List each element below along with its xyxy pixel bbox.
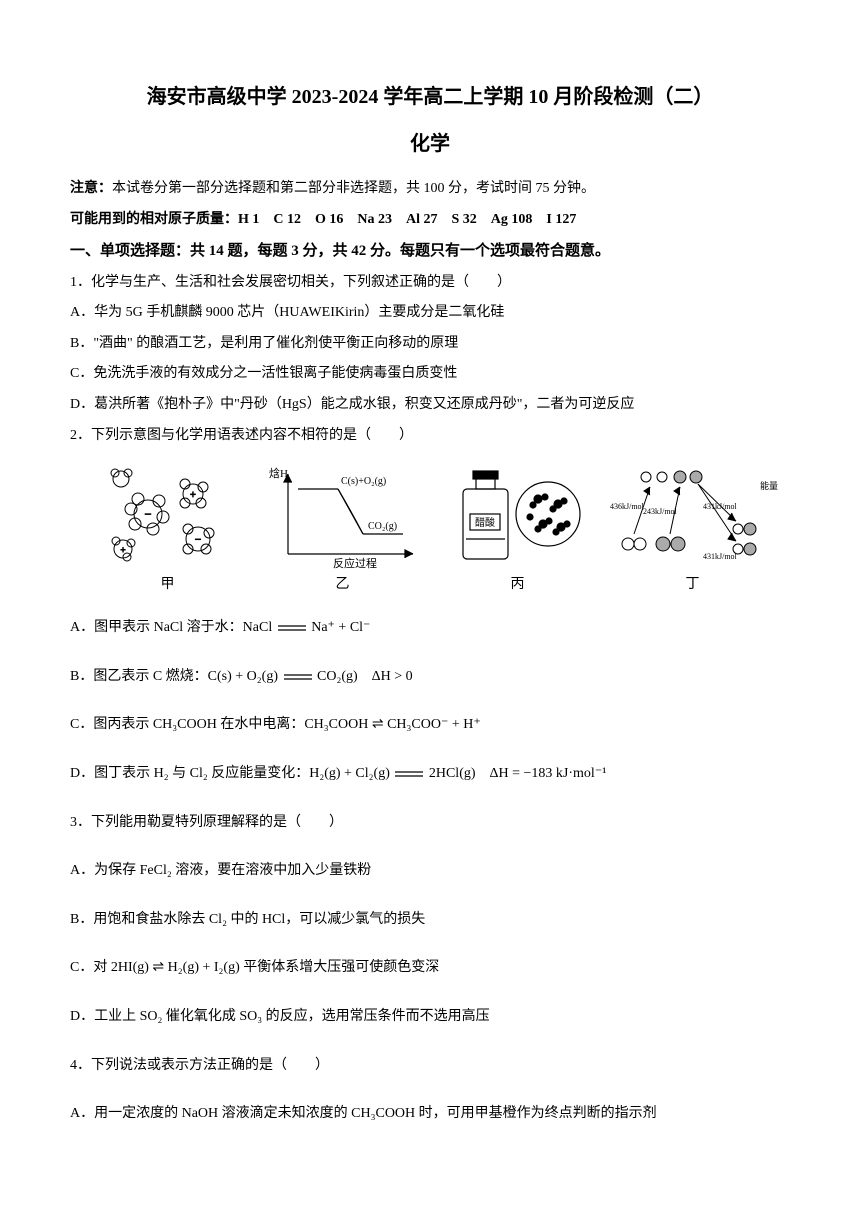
e3-label: 431kJ/mol xyxy=(703,502,738,511)
section-1-header: 一、单项选择题：共 14 题，每题 3 分，共 42 分。每题只有一个选项最符合… xyxy=(70,237,790,266)
exam-subject: 化学 xyxy=(70,127,790,156)
q3-option-a: A．为保存 FeCl₂ 溶液，要在溶液中加入少量铁粉 xyxy=(70,858,790,885)
svg-text:+: + xyxy=(190,490,196,501)
ylabel: 焓H xyxy=(269,466,288,480)
q1-option-d: D．葛洪所著《抱朴子》中"丹砂（HgS）能之成水银，积变又还原成丹砂"，二者为可… xyxy=(70,392,790,419)
q1-stem: 1．化学与生产、生活和社会发展密切相关，下列叙述正确的是（ ） xyxy=(70,270,790,297)
xlabel: 反应过程 xyxy=(333,556,377,569)
q2b-post: CO₂(g) ΔH > 0 xyxy=(317,669,413,684)
q2a-pre: A．图甲表示 NaCl 溶于水：NaCl xyxy=(70,620,272,635)
q1-option-a: A．华为 5G 手机麒麟 9000 芯片（HUAWEIKirin）主要成分是二氧… xyxy=(70,300,790,327)
e1-label: 436kJ/mol xyxy=(610,502,645,511)
q3-stem: 3．下列能用勒夏特列原理解释的是（ ） xyxy=(70,810,790,837)
diagram-ding: 436kJ/mol 243kJ/mol 431kJ/mol 431kJ/mol … xyxy=(605,459,780,593)
notice-line: 注意：本试卷分第一部分选择题和第二部分非选择题，共 100 分，考试时间 75 … xyxy=(70,176,790,203)
q2-option-c: C．图丙表示 CH₃COOH 在水中电离：CH₃COOH ⇌ CH₃COO⁻ +… xyxy=(70,712,790,739)
q2a-post: Na⁺ + Cl⁻ xyxy=(311,620,370,635)
q4-option-a: A．用一定浓度的 NaOH 溶液滴定未知浓度的 CH₃COOH 时，可用甲基橙作… xyxy=(70,1101,790,1128)
q2-option-b: B．图乙表示 C 燃烧：C(s) + O₂(g) CO₂(g) ΔH > 0 xyxy=(70,664,790,691)
notice-label: 注意： xyxy=(70,181,112,196)
diagram-label-b: 乙 xyxy=(336,573,350,593)
svg-text:−: − xyxy=(194,534,200,546)
bottle-label: 醋酸 xyxy=(475,516,495,529)
diagram-label-a: 甲 xyxy=(161,573,175,593)
bottom-species: CO₂(g) xyxy=(368,521,397,532)
acetic-bottle-icon: 醋酸 xyxy=(448,459,588,569)
atomic-mass-line: 可能用到的相对原子质量：H 1 C 12 O 16 Na 23 Al 27 S … xyxy=(70,207,790,234)
q1-option-c: C．免洗洗手液的有效成分之一活性银离子能使病毒蛋白质变性 xyxy=(70,361,790,388)
diagram-bing: 醋酸 丙 xyxy=(430,459,605,593)
e2-label: 243kJ/mol xyxy=(643,507,678,516)
diagram-yi: 焓H C(s)+O₂(g) CO₂(g) 反应过程 乙 xyxy=(255,459,430,593)
q3-option-d: D．工业上 SO₂ 催化氧化成 SO₃ 的反应，选用常压条件而不选用高压 xyxy=(70,1004,790,1031)
q3-option-b: B．用饱和食盐水除去 Cl₂ 中的 HCl，可以减少氯气的损失 xyxy=(70,907,790,934)
q1-option-b: B．"酒曲" 的酿酒工艺，是利用了催化剂使平衡正向移动的原理 xyxy=(70,331,790,358)
notice-text: 本试卷分第一部分选择题和第二部分非选择题，共 100 分，考试时间 75 分钟。 xyxy=(112,181,595,196)
q2-stem: 2．下列示意图与化学用语表述内容不相符的是（ ） xyxy=(70,423,790,450)
q2b-pre: B．图乙表示 C 燃烧：C(s) + O₂(g) xyxy=(70,669,278,684)
q4-stem: 4．下列说法或表示方法正确的是（ ） xyxy=(70,1053,790,1080)
nacl-dissolve-icon: − + − + xyxy=(103,459,233,569)
svg-text:−: − xyxy=(144,507,151,521)
q2d-post: 2HCl(g) ΔH = −183 kJ·mol⁻¹ xyxy=(429,766,607,781)
equals-long-icon xyxy=(282,671,314,683)
q3-option-c: C．对 2HI(g) ⇌ H₂(g) + I₂(g) 平衡体系增大压强可使颜色变… xyxy=(70,955,790,982)
enthalpy-chart-icon: 焓H C(s)+O₂(g) CO₂(g) 反应过程 xyxy=(263,459,423,569)
diagram-jia: − + − + 甲 xyxy=(80,459,255,593)
diagram-label-d: 丁 xyxy=(686,573,700,593)
exam-title: 海安市高级中学 2023-2024 学年高二上学期 10 月阶段检测（二） xyxy=(70,80,790,109)
e4-label: 431kJ/mol xyxy=(703,552,738,561)
equals-long-icon xyxy=(276,622,308,634)
q2-diagram-row: − + − + 甲 xyxy=(70,459,790,593)
side-label: 能量 xyxy=(760,480,778,491)
equals-long-icon xyxy=(393,768,425,780)
bond-energy-icon: 436kJ/mol 243kJ/mol 431kJ/mol 431kJ/mol … xyxy=(608,459,778,569)
q2d-pre: D．图丁表示 H₂ 与 Cl₂ 反应能量变化：H₂(g) + Cl₂(g) xyxy=(70,766,390,781)
diagram-label-c: 丙 xyxy=(511,573,525,593)
q2-option-a: A．图甲表示 NaCl 溶于水：NaCl Na⁺ + Cl⁻ xyxy=(70,615,790,642)
top-species: C(s)+O₂(g) xyxy=(341,476,386,487)
q2-option-d: D．图丁表示 H₂ 与 Cl₂ 反应能量变化：H₂(g) + Cl₂(g) 2H… xyxy=(70,761,790,788)
